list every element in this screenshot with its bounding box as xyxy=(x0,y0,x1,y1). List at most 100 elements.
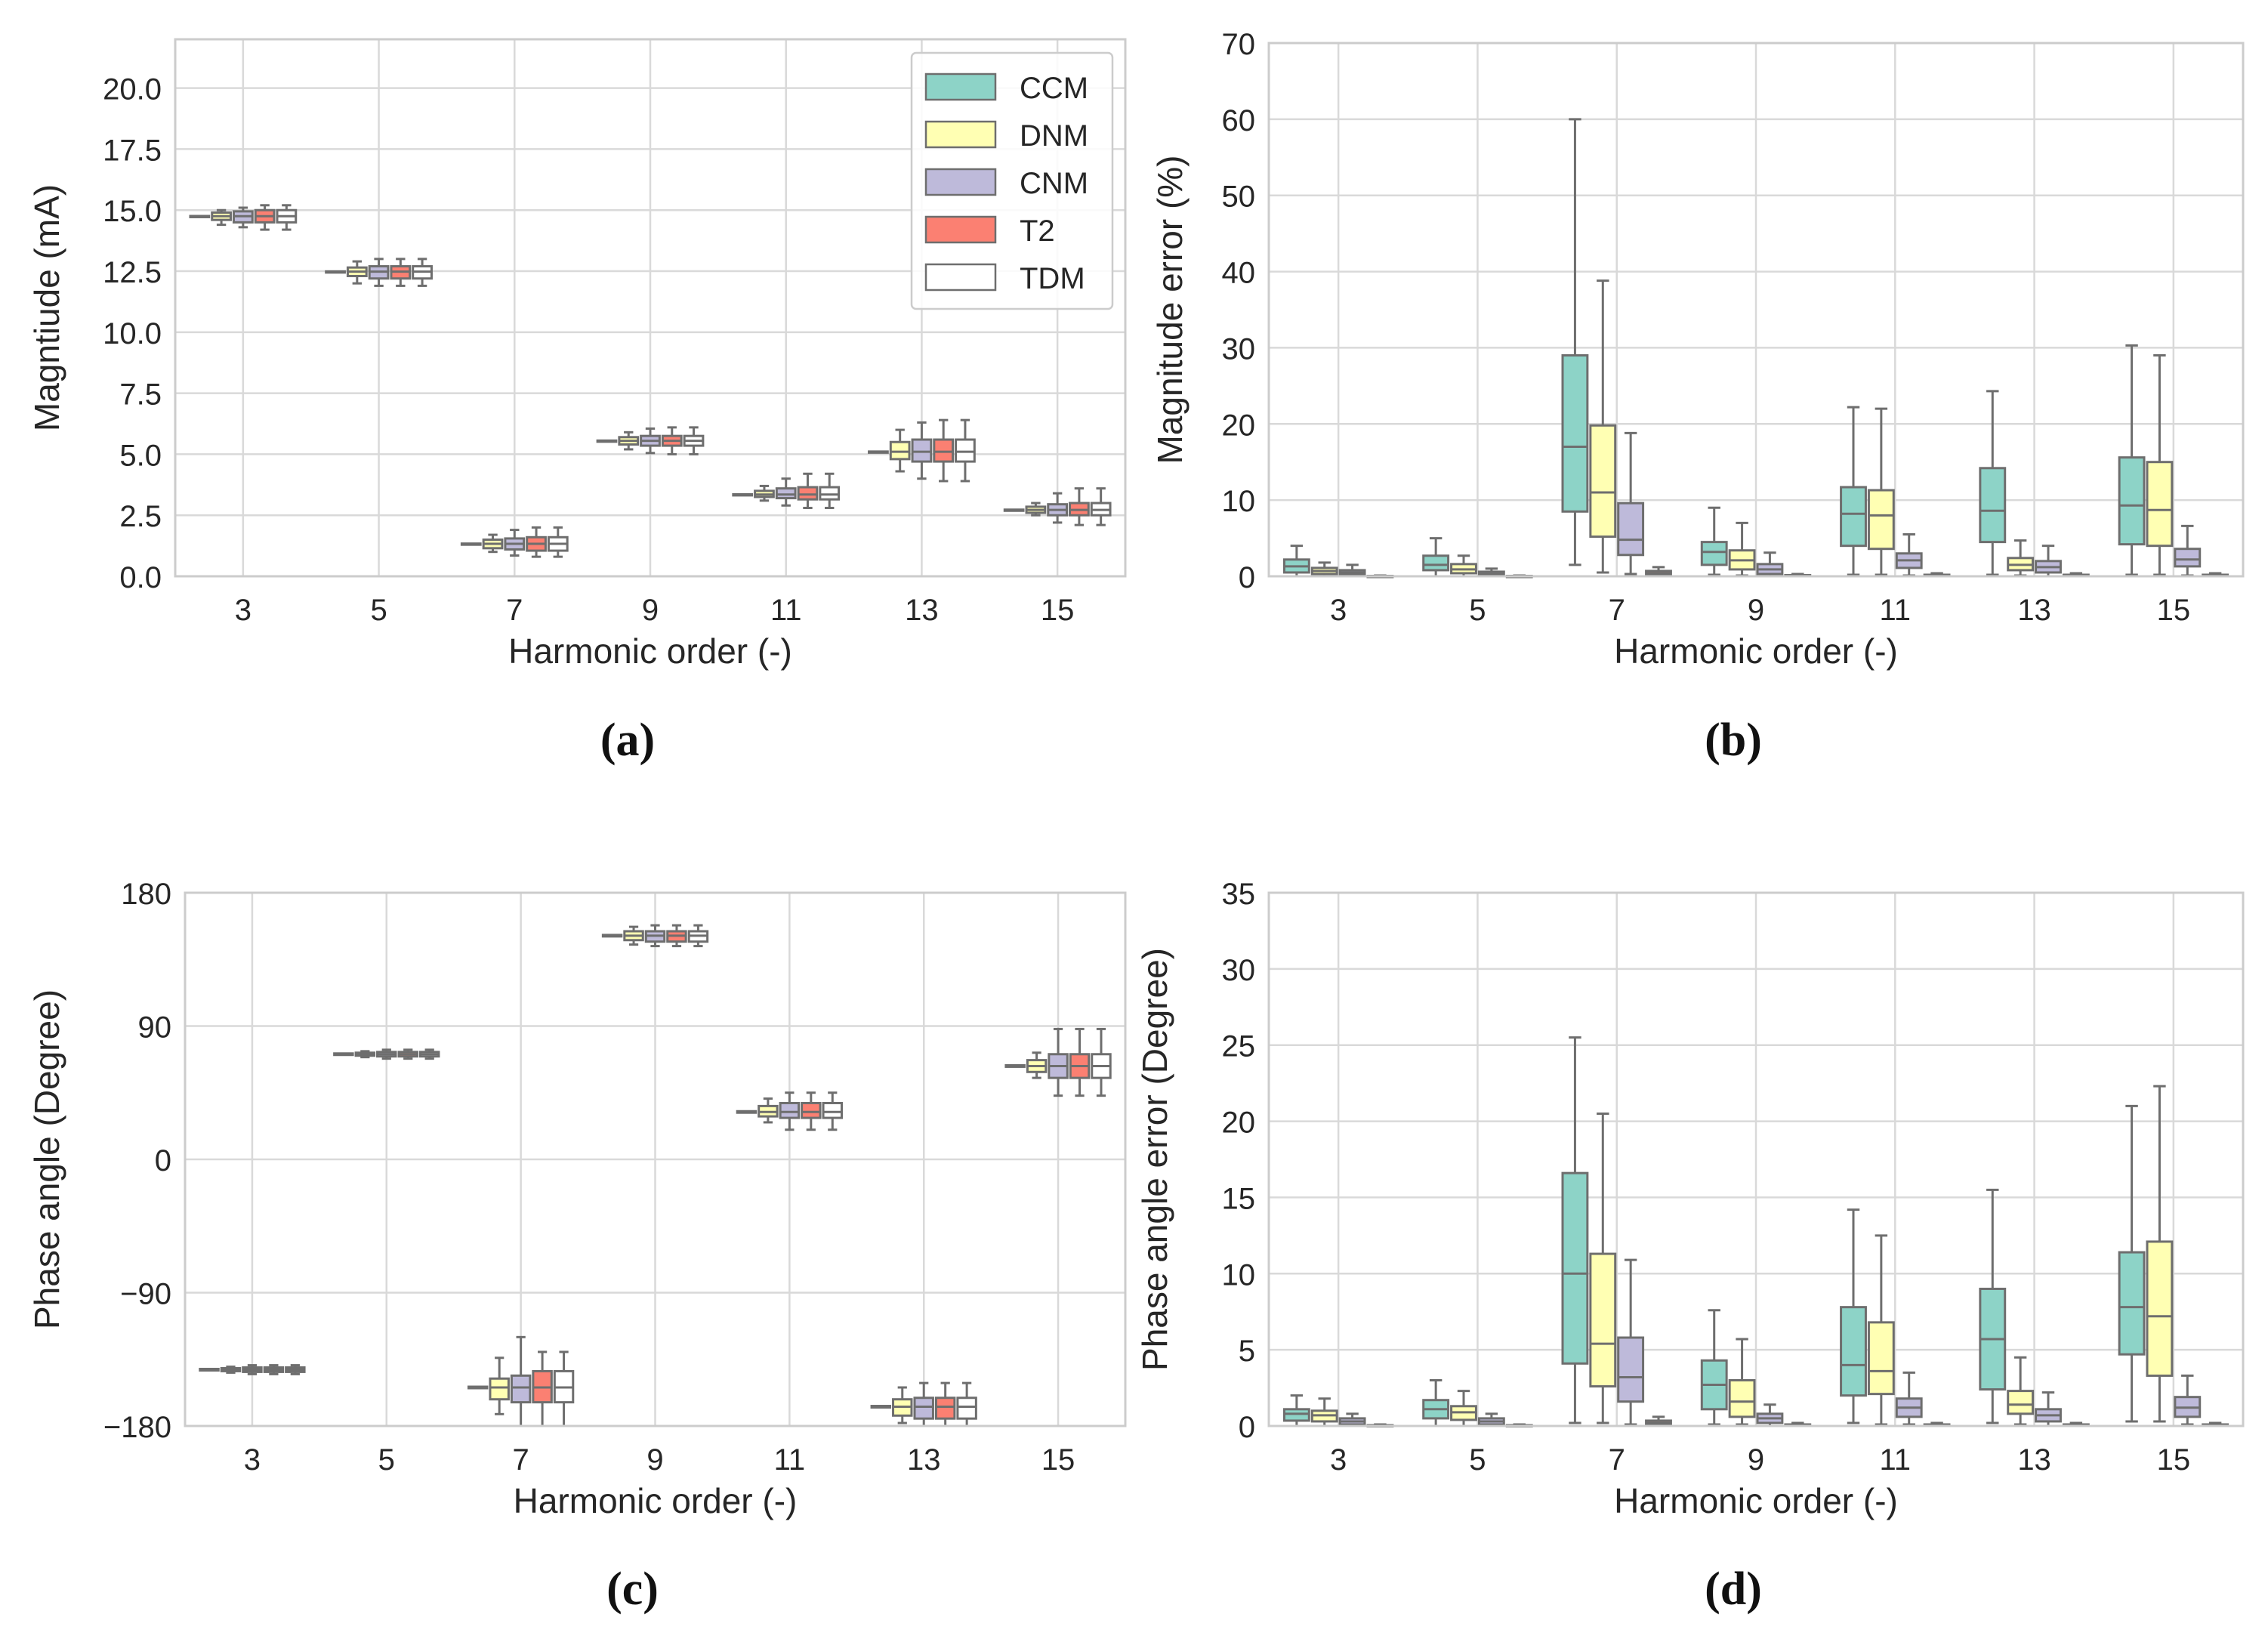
box-TDM-h7 xyxy=(547,526,569,558)
box-TDM-h13 xyxy=(956,1381,977,1427)
box-CNM-h9 xyxy=(644,924,666,948)
box-CCM-h15 xyxy=(2118,1104,2146,1423)
plot-frame xyxy=(174,38,1127,578)
plot-frame xyxy=(1267,891,2245,1427)
box-iqr xyxy=(1979,467,2007,544)
x-tick-label: 7 xyxy=(1609,594,1625,627)
legend-swatch-t2 xyxy=(924,215,997,244)
box-T2-h15 xyxy=(1069,487,1090,526)
x-tick-label: 9 xyxy=(1748,594,1764,627)
box-DNM-h7 xyxy=(1589,279,1617,574)
box-T2-h5 xyxy=(390,258,412,287)
box-iqr xyxy=(1840,1306,1867,1397)
box-CCM-h9 xyxy=(601,934,623,938)
y-tick-label: 12.5 xyxy=(103,256,162,289)
y-tick-label: 0 xyxy=(1239,1411,1255,1444)
box-CCM-h15 xyxy=(2118,344,2146,576)
y-tick-label: 2.5 xyxy=(119,500,162,533)
plot-frame xyxy=(1267,42,2245,578)
box-iqr xyxy=(913,1397,934,1420)
box-T2-h13 xyxy=(934,1381,956,1427)
box-CCM-h15 xyxy=(1004,1063,1026,1068)
box-iqr xyxy=(1589,424,1617,539)
box-T2-h11 xyxy=(801,1091,822,1131)
box-CNM-h7 xyxy=(1617,1258,1645,1426)
chart-panel-a: 0.0 2.5 5.0 7.5 10.0 12.5 15.0 17.5 20.0 3 5 7 9 11 13… xyxy=(27,38,1127,766)
box-CCM-h15 xyxy=(1003,508,1025,512)
box-DNM-h11 xyxy=(758,1097,779,1124)
x-tick-label: 13 xyxy=(2017,594,2051,627)
box-T2-h9 xyxy=(666,924,687,948)
box-iqr xyxy=(1617,1336,1645,1403)
x-tick-label: 7 xyxy=(513,1443,529,1477)
box-CNM-h11 xyxy=(775,477,797,507)
y-tick-label: 25 xyxy=(1222,1030,1256,1063)
box-CCM-h3 xyxy=(199,1367,220,1372)
box-DNM-h5 xyxy=(1450,1390,1477,1427)
y-tick-label: 30 xyxy=(1222,954,1256,987)
box-CCM-h13 xyxy=(1979,1188,2007,1424)
y-tick-label: −180 xyxy=(103,1411,171,1444)
box-CNM-h15 xyxy=(2174,524,2202,577)
box-iqr xyxy=(779,1101,801,1119)
box-iqr xyxy=(1867,489,1895,551)
box-TDM-h5 xyxy=(418,1048,440,1060)
x-tick-label: 11 xyxy=(774,1443,806,1477)
y-tick-label: 0 xyxy=(1239,561,1255,594)
box-DNM-h3 xyxy=(1310,1397,1338,1427)
box-CCM-h11 xyxy=(1840,1208,1867,1424)
legend-box xyxy=(910,51,1114,310)
box-CCM-h13 xyxy=(868,450,889,454)
y-tick-label: 20.0 xyxy=(103,73,162,106)
box-iqr xyxy=(1728,1378,1756,1418)
y-tick-label: 10.0 xyxy=(103,317,162,350)
box-CNM-h7 xyxy=(1617,431,1645,576)
box-T2-h5 xyxy=(397,1048,418,1060)
box-CNM-h13 xyxy=(913,1381,934,1427)
legend-label-tdm: TDM xyxy=(1020,262,1085,295)
box-CNM-h13 xyxy=(911,421,933,480)
box-DNM-h9 xyxy=(618,431,640,451)
box-CNM-h15 xyxy=(2174,1374,2202,1426)
x-axis-label: Harmonic order (-) xyxy=(514,1481,798,1520)
box-T2-h13 xyxy=(933,418,955,483)
box-DNM-h7 xyxy=(489,1356,510,1415)
box-CNM-h5 xyxy=(376,1048,397,1060)
x-axis-label: Harmonic order (-) xyxy=(1614,631,1898,671)
x-tick-label: 5 xyxy=(378,1443,395,1477)
box-iqr xyxy=(489,1377,510,1401)
box-TDM-h11 xyxy=(822,1091,843,1131)
box-TDM-h9 xyxy=(687,924,709,948)
x-tick-label: 9 xyxy=(1748,1443,1764,1477)
box-TDM-h11 xyxy=(819,472,841,510)
box-iqr xyxy=(2146,1240,2174,1377)
legend-swatch-ccm xyxy=(924,73,997,101)
box-T2-h11 xyxy=(797,472,819,510)
box-T2-h3 xyxy=(254,204,276,231)
y-tick-label: 15.0 xyxy=(103,195,162,228)
box-iqr xyxy=(775,487,797,500)
box-DNM-h15 xyxy=(1025,502,1047,517)
y-tick-label: 35 xyxy=(1222,878,1256,911)
box-T2-h9 xyxy=(661,426,683,455)
box-TDM-h3 xyxy=(276,204,298,231)
box-CCM-h7 xyxy=(460,542,482,546)
box-CNM-h9 xyxy=(640,427,661,455)
box-T2-h3 xyxy=(263,1364,285,1375)
box-DNM-h3 xyxy=(220,1366,242,1374)
x-axis-label: Harmonic order (-) xyxy=(1614,1481,1898,1520)
legend-swatch-tdm xyxy=(924,263,997,292)
box-DNM-h13 xyxy=(892,1386,913,1424)
box-CCM-h7 xyxy=(1561,118,1589,566)
y-tick-label: 10 xyxy=(1222,485,1256,518)
legend: CCM DNM CNM T2 TDM xyxy=(910,51,1114,310)
panel-label: (a) xyxy=(600,714,655,766)
x-tick-label: 3 xyxy=(1330,1443,1347,1477)
box-CNM-h5 xyxy=(368,258,390,287)
x-tick-label: 3 xyxy=(235,594,251,627)
legend-swatch-dnm xyxy=(924,120,997,149)
box-DNM-h3 xyxy=(211,208,232,227)
box-TDM-h13 xyxy=(955,418,976,483)
